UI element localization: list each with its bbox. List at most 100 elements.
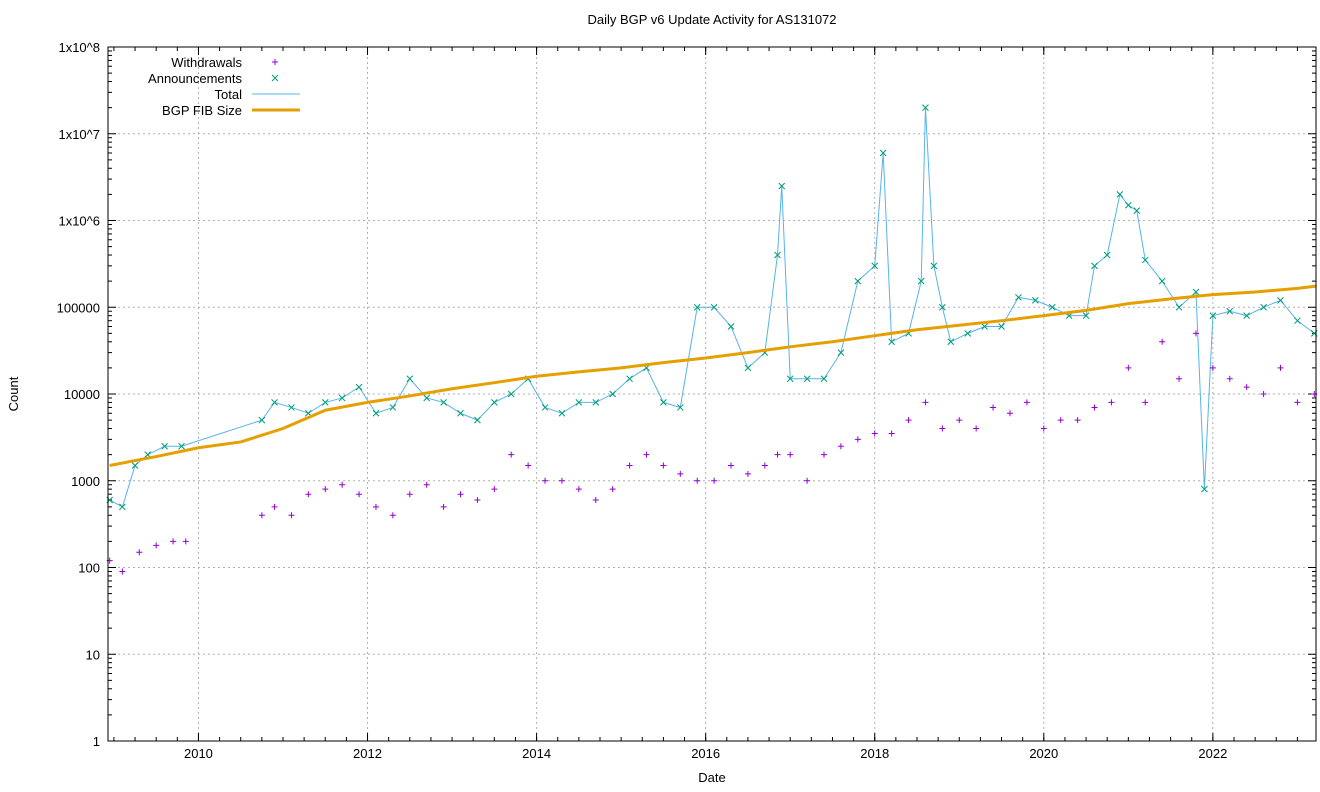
withdrawals-point — [575, 486, 582, 493]
withdrawals-point — [372, 503, 379, 510]
announcements-point — [1277, 297, 1284, 304]
announcements-point — [338, 394, 346, 402]
withdrawals-point — [1091, 404, 1098, 411]
announcements-point — [1201, 485, 1208, 493]
withdrawals-point — [288, 512, 295, 519]
announcements-point — [592, 399, 600, 406]
withdrawals-point — [888, 430, 895, 437]
announcements-point — [998, 323, 1005, 330]
data-marks — [106, 104, 1318, 575]
withdrawals-point — [1192, 330, 1199, 337]
withdrawals-point — [728, 462, 735, 469]
withdrawals-point — [356, 491, 363, 498]
announcements-point — [1243, 312, 1251, 320]
announcements-point — [1048, 303, 1056, 311]
y-tick-label: 100 — [78, 561, 100, 576]
x-tick-label: 2016 — [691, 746, 720, 761]
announcements-point — [786, 375, 794, 383]
withdrawals-point — [922, 399, 929, 406]
announcements-point — [558, 409, 566, 417]
announcements-point — [457, 409, 464, 417]
y-tick-label: 10 — [86, 647, 100, 662]
announcements-point — [1294, 317, 1301, 325]
announcements-point — [1124, 201, 1132, 209]
announcements-point — [744, 364, 752, 372]
announcements-point — [1133, 207, 1141, 214]
withdrawals-point — [956, 417, 963, 424]
withdrawals-point — [1006, 410, 1013, 417]
announcements-point — [1082, 312, 1090, 320]
announcements-point — [440, 399, 447, 406]
announcements-point — [1141, 256, 1149, 264]
withdrawals-point — [305, 491, 312, 498]
withdrawals-point — [440, 503, 447, 510]
announcements-point — [507, 390, 515, 398]
announcements-point — [1260, 303, 1267, 311]
x-tick-label: 2018 — [860, 746, 889, 761]
y-axis-label: Count — [6, 376, 21, 411]
announcements-point — [727, 323, 735, 330]
legend-marker — [272, 59, 278, 65]
announcements-point — [778, 182, 786, 190]
announcements-point — [693, 303, 701, 311]
withdrawals-point — [423, 481, 430, 488]
withdrawals-point — [660, 462, 667, 469]
announcements-point — [774, 251, 781, 259]
withdrawals-point — [990, 404, 997, 411]
announcements-point — [626, 375, 633, 383]
withdrawals-point — [542, 477, 549, 484]
withdrawals-point — [258, 512, 265, 519]
announcements-point — [888, 338, 895, 346]
announcements-point — [178, 442, 185, 450]
withdrawals-point — [1040, 425, 1047, 432]
withdrawals-point — [1277, 364, 1284, 371]
announcements-point — [871, 262, 879, 270]
announcements-point — [930, 262, 938, 270]
announcements-point — [917, 277, 925, 285]
announcements-point — [423, 394, 431, 402]
announcements-point — [1226, 307, 1234, 315]
announcements-point — [1158, 277, 1166, 285]
series-line-bgp-fib-size — [109, 284, 1317, 467]
grid — [108, 47, 1316, 741]
announcements-point — [1192, 288, 1200, 296]
withdrawals-point — [744, 470, 751, 477]
withdrawals-point — [182, 538, 189, 545]
y-tick-label: 100000 — [57, 300, 100, 315]
announcements-point — [161, 442, 168, 450]
chart-title: Daily BGP v6 Update Activity for AS13107… — [587, 12, 836, 27]
announcements-point — [1031, 297, 1039, 304]
withdrawals-point — [1176, 375, 1183, 382]
withdrawals-point — [1142, 399, 1149, 406]
withdrawals-point — [973, 425, 980, 432]
withdrawals-point — [939, 425, 946, 432]
withdrawals-point — [153, 542, 160, 549]
withdrawals-point — [694, 477, 701, 484]
announcements-point — [922, 104, 929, 111]
withdrawals-point — [1294, 399, 1301, 406]
announcements-point — [575, 399, 583, 406]
withdrawals-point — [905, 417, 912, 424]
y-tick-label: 1x10^7 — [58, 127, 100, 142]
announcements-point — [258, 416, 266, 424]
announcements-point — [131, 462, 139, 469]
withdrawals-point — [1057, 417, 1064, 424]
announcements-point — [119, 503, 126, 511]
announcements-point — [854, 277, 862, 285]
announcements-point — [837, 349, 845, 356]
x-tick-label: 2010 — [184, 746, 213, 761]
announcements-point — [389, 404, 397, 411]
legend-label: Withdrawals — [171, 55, 242, 70]
withdrawals-point — [339, 481, 346, 488]
withdrawals-point — [1108, 399, 1115, 406]
withdrawals-point — [136, 549, 143, 556]
announcements-point — [355, 383, 363, 391]
legend-label: Announcements — [148, 71, 242, 86]
withdrawals-point — [821, 451, 828, 458]
legend-marker — [271, 74, 279, 82]
withdrawals-point — [1125, 364, 1132, 371]
axis-ticks: 1 10 100 1000 10000 100000 1x10^6 1x10^7 1x10^8 2… — [57, 40, 1316, 761]
withdrawals-point — [761, 462, 768, 469]
withdrawals-point — [854, 436, 861, 443]
